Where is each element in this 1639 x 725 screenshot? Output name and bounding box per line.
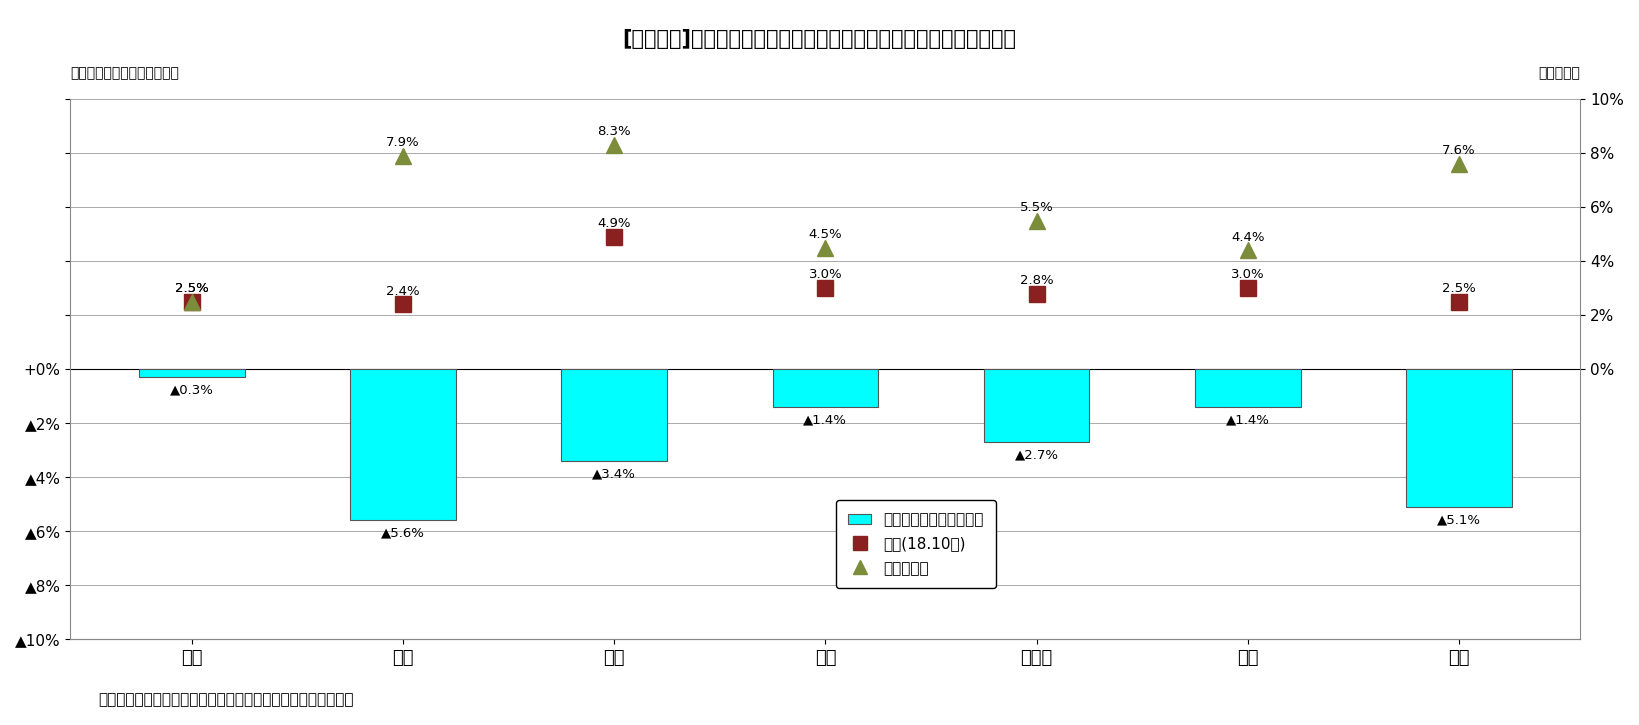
Legend: 現在と前回ボトムとの差, 現在(18.10月), 前回ボトム: 現在と前回ボトムとの差, 現在(18.10月), 前回ボトム	[836, 500, 997, 588]
Text: 2.5%: 2.5%	[175, 282, 208, 295]
Bar	[772, 369, 879, 407]
Text: ▲2.7%: ▲2.7%	[1015, 449, 1059, 462]
Text: 4.9%: 4.9%	[598, 217, 631, 230]
Text: 4.5%: 4.5%	[808, 228, 842, 241]
Bar	[351, 369, 456, 520]
Bar	[1195, 369, 1301, 407]
Bar	[562, 369, 667, 461]
Text: 2.5%: 2.5%	[175, 282, 208, 295]
Text: （出所）三鬼商事のデータをもとにニッセイ基礎研究所が作成: （出所）三鬼商事のデータをもとにニッセイ基礎研究所が作成	[98, 692, 354, 707]
Text: ▲1.4%: ▲1.4%	[803, 413, 847, 426]
Text: ▲1.4%: ▲1.4%	[1226, 413, 1270, 426]
Text: 4.4%: 4.4%	[1231, 231, 1265, 244]
Text: ▲5.6%: ▲5.6%	[380, 527, 425, 540]
Text: 8.3%: 8.3%	[597, 125, 631, 138]
Text: ▲3.4%: ▲3.4%	[592, 468, 636, 481]
Text: 3.0%: 3.0%	[808, 268, 842, 281]
Text: 2.8%: 2.8%	[1019, 274, 1054, 287]
Text: 2.5%: 2.5%	[1442, 282, 1475, 295]
Text: ▲0.3%: ▲0.3%	[170, 384, 213, 397]
Text: 2.4%: 2.4%	[387, 284, 420, 297]
Text: 7.9%: 7.9%	[387, 136, 420, 149]
Text: ▲5.1%: ▲5.1%	[1437, 513, 1482, 526]
Text: 5.5%: 5.5%	[1019, 201, 1054, 214]
Text: （空室率）: （空室率）	[1539, 67, 1580, 80]
Bar	[1406, 369, 1511, 507]
Bar	[983, 369, 1090, 442]
Text: [図表－５]：各都市のオフィス空室率（現在と前回ボトムとの比較）: [図表－５]：各都市のオフィス空室率（現在と前回ボトムとの比較）	[623, 29, 1016, 49]
Text: （現在と前回ボトムとの差）: （現在と前回ボトムとの差）	[70, 67, 179, 80]
Text: 7.6%: 7.6%	[1442, 144, 1475, 157]
Bar	[139, 369, 244, 377]
Text: 3.0%: 3.0%	[1231, 268, 1265, 281]
